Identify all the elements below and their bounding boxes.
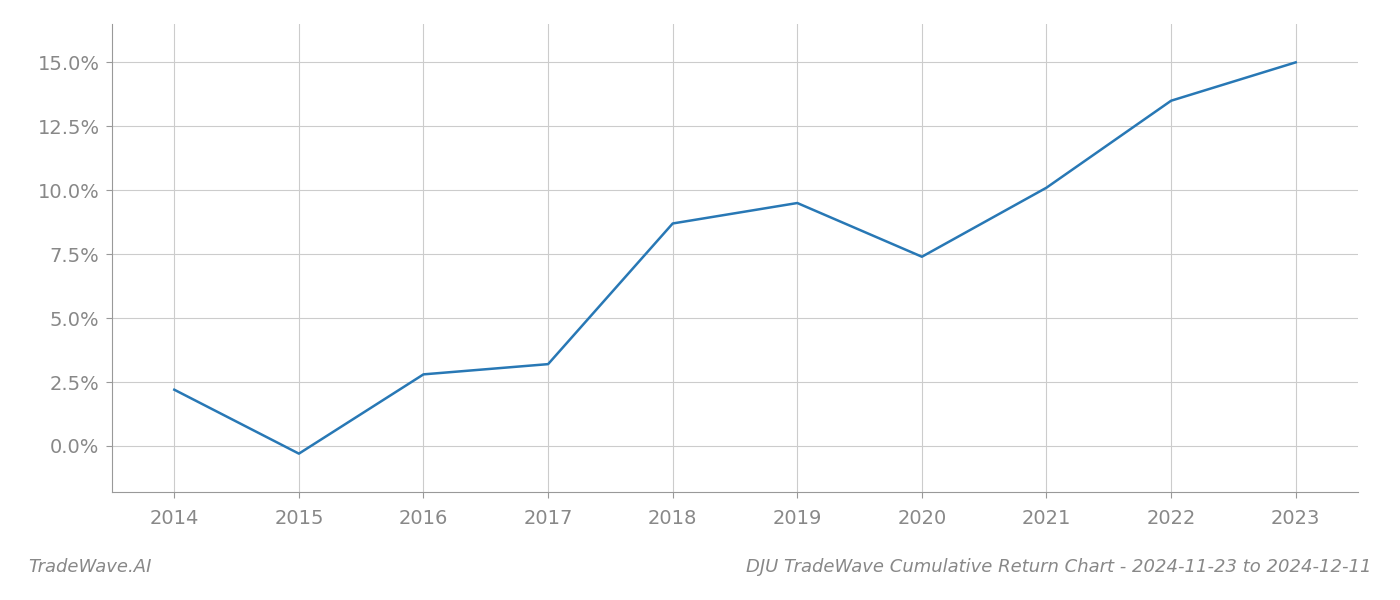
Text: DJU TradeWave Cumulative Return Chart - 2024-11-23 to 2024-12-11: DJU TradeWave Cumulative Return Chart - … <box>746 558 1372 576</box>
Text: TradeWave.AI: TradeWave.AI <box>28 558 151 576</box>
